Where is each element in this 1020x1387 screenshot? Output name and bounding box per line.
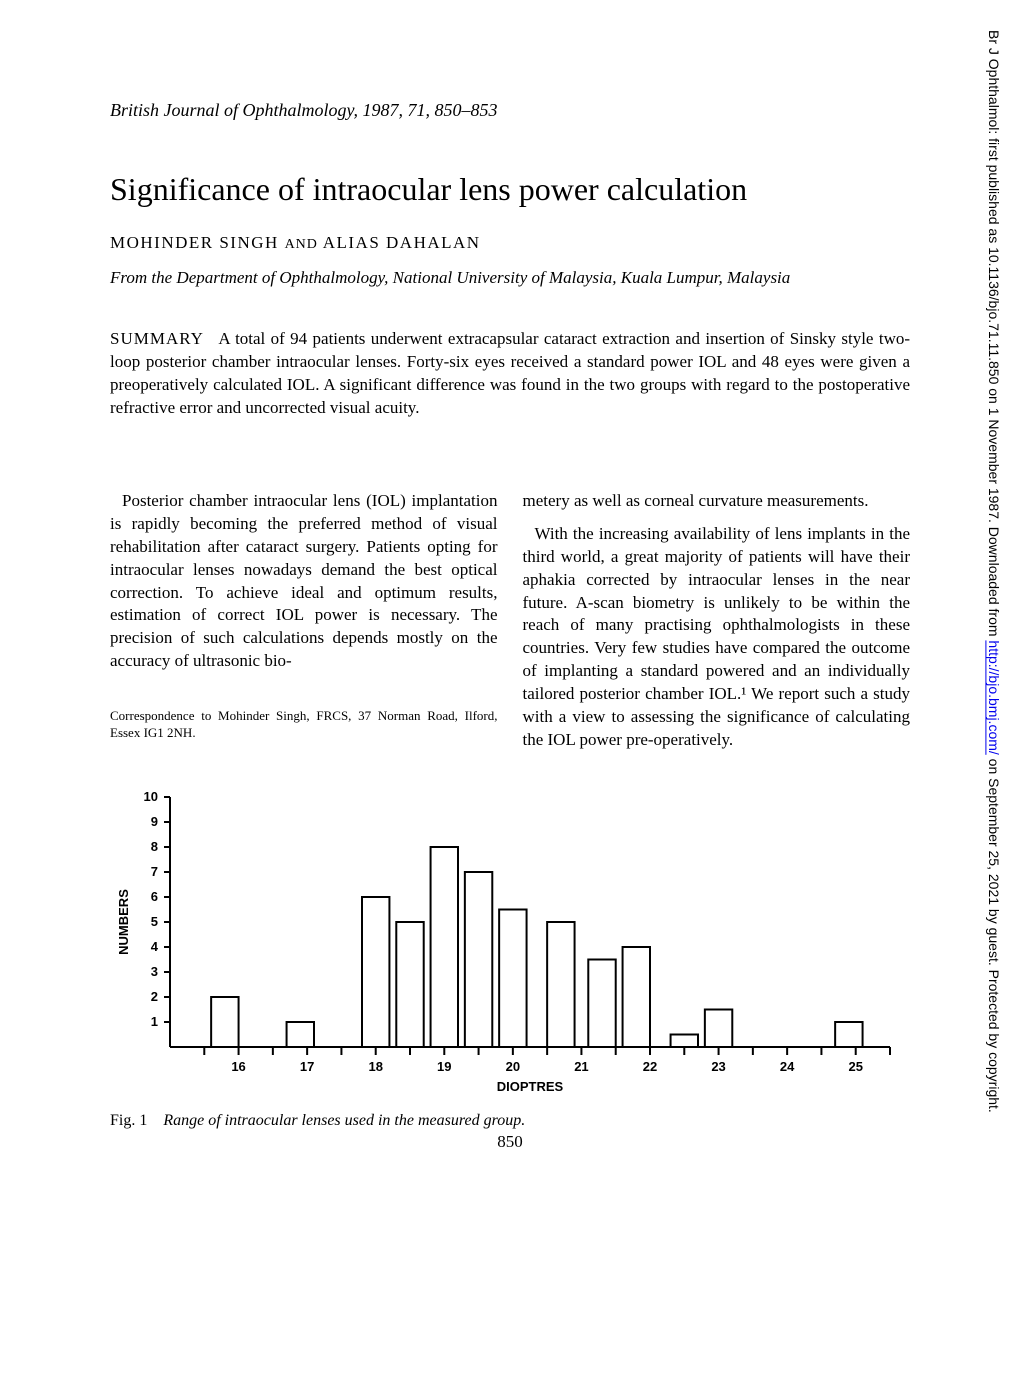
sidebar-citation: Br J Ophthalmol: first published as 10.1… bbox=[986, 30, 1002, 1350]
svg-text:23: 23 bbox=[711, 1059, 725, 1074]
figure-caption-text: Range of intraocular lenses used in the … bbox=[163, 1112, 525, 1129]
svg-text:5: 5 bbox=[151, 914, 158, 929]
author-2: ALIAS DAHALAN bbox=[323, 233, 481, 252]
summary-block: SUMMARY A total of 94 patients underwent… bbox=[110, 328, 910, 420]
summary-label: SUMMARY bbox=[110, 329, 204, 348]
svg-text:18: 18 bbox=[368, 1059, 382, 1074]
svg-text:6: 6 bbox=[151, 889, 158, 904]
body-columns: Posterior chamber intraocular lens (IOL)… bbox=[110, 490, 910, 762]
bar-chart: 1234567891016171819202122232425NUMBERSDI… bbox=[110, 787, 910, 1107]
correspondence: Correspondence to Mohinder Singh, FRCS, … bbox=[110, 708, 498, 741]
svg-text:10: 10 bbox=[144, 789, 158, 804]
svg-text:22: 22 bbox=[643, 1059, 657, 1074]
article-title: Significance of intraocular lens power c… bbox=[110, 171, 910, 208]
svg-text:1: 1 bbox=[151, 1014, 158, 1029]
svg-text:25: 25 bbox=[848, 1059, 862, 1074]
body-left-p1: Posterior chamber intraocular lens (IOL)… bbox=[110, 490, 498, 674]
authors-line: MOHINDER SINGH AND ALIAS DAHALAN bbox=[110, 233, 910, 253]
svg-text:2: 2 bbox=[151, 989, 158, 1004]
body-right-p2: With the increasing availability of lens… bbox=[523, 523, 911, 752]
svg-text:NUMBERS: NUMBERS bbox=[116, 889, 131, 955]
author-1: MOHINDER SINGH bbox=[110, 233, 279, 252]
svg-text:4: 4 bbox=[151, 939, 159, 954]
figure-caption: Fig. 1 Range of intraocular lenses used … bbox=[110, 1112, 910, 1130]
svg-text:17: 17 bbox=[300, 1059, 314, 1074]
right-column: metery as well as corneal curvature meas… bbox=[523, 490, 911, 762]
body-right-p1: metery as well as corneal curvature meas… bbox=[523, 490, 911, 513]
svg-text:9: 9 bbox=[151, 814, 158, 829]
svg-text:24: 24 bbox=[780, 1059, 795, 1074]
svg-text:19: 19 bbox=[437, 1059, 451, 1074]
svg-text:3: 3 bbox=[151, 964, 158, 979]
svg-text:21: 21 bbox=[574, 1059, 588, 1074]
sidebar-link[interactable]: http://bjo.bmj.com/ bbox=[986, 640, 1002, 754]
svg-text:20: 20 bbox=[506, 1059, 520, 1074]
svg-text:8: 8 bbox=[151, 839, 158, 854]
figure-number: Fig. 1 bbox=[110, 1112, 147, 1129]
svg-text:DIOPTRES: DIOPTRES bbox=[497, 1079, 564, 1094]
journal-header: British Journal of Ophthalmology, 1987, … bbox=[110, 100, 910, 121]
summary-text: A total of 94 patients underwent extraca… bbox=[110, 329, 910, 417]
left-column: Posterior chamber intraocular lens (IOL)… bbox=[110, 490, 498, 762]
sidebar-suffix: on September 25, 2021 by guest. Protecte… bbox=[986, 755, 1002, 1113]
affiliation: From the Department of Ophthalmology, Na… bbox=[110, 268, 910, 288]
authors-and: AND bbox=[285, 237, 318, 252]
page-number: 850 bbox=[110, 1132, 910, 1152]
sidebar-prefix: Br J Ophthalmol: first published as 10.1… bbox=[986, 30, 1002, 640]
svg-text:7: 7 bbox=[151, 864, 158, 879]
figure-container: 1234567891016171819202122232425NUMBERSDI… bbox=[110, 787, 910, 1152]
svg-text:16: 16 bbox=[231, 1059, 245, 1074]
